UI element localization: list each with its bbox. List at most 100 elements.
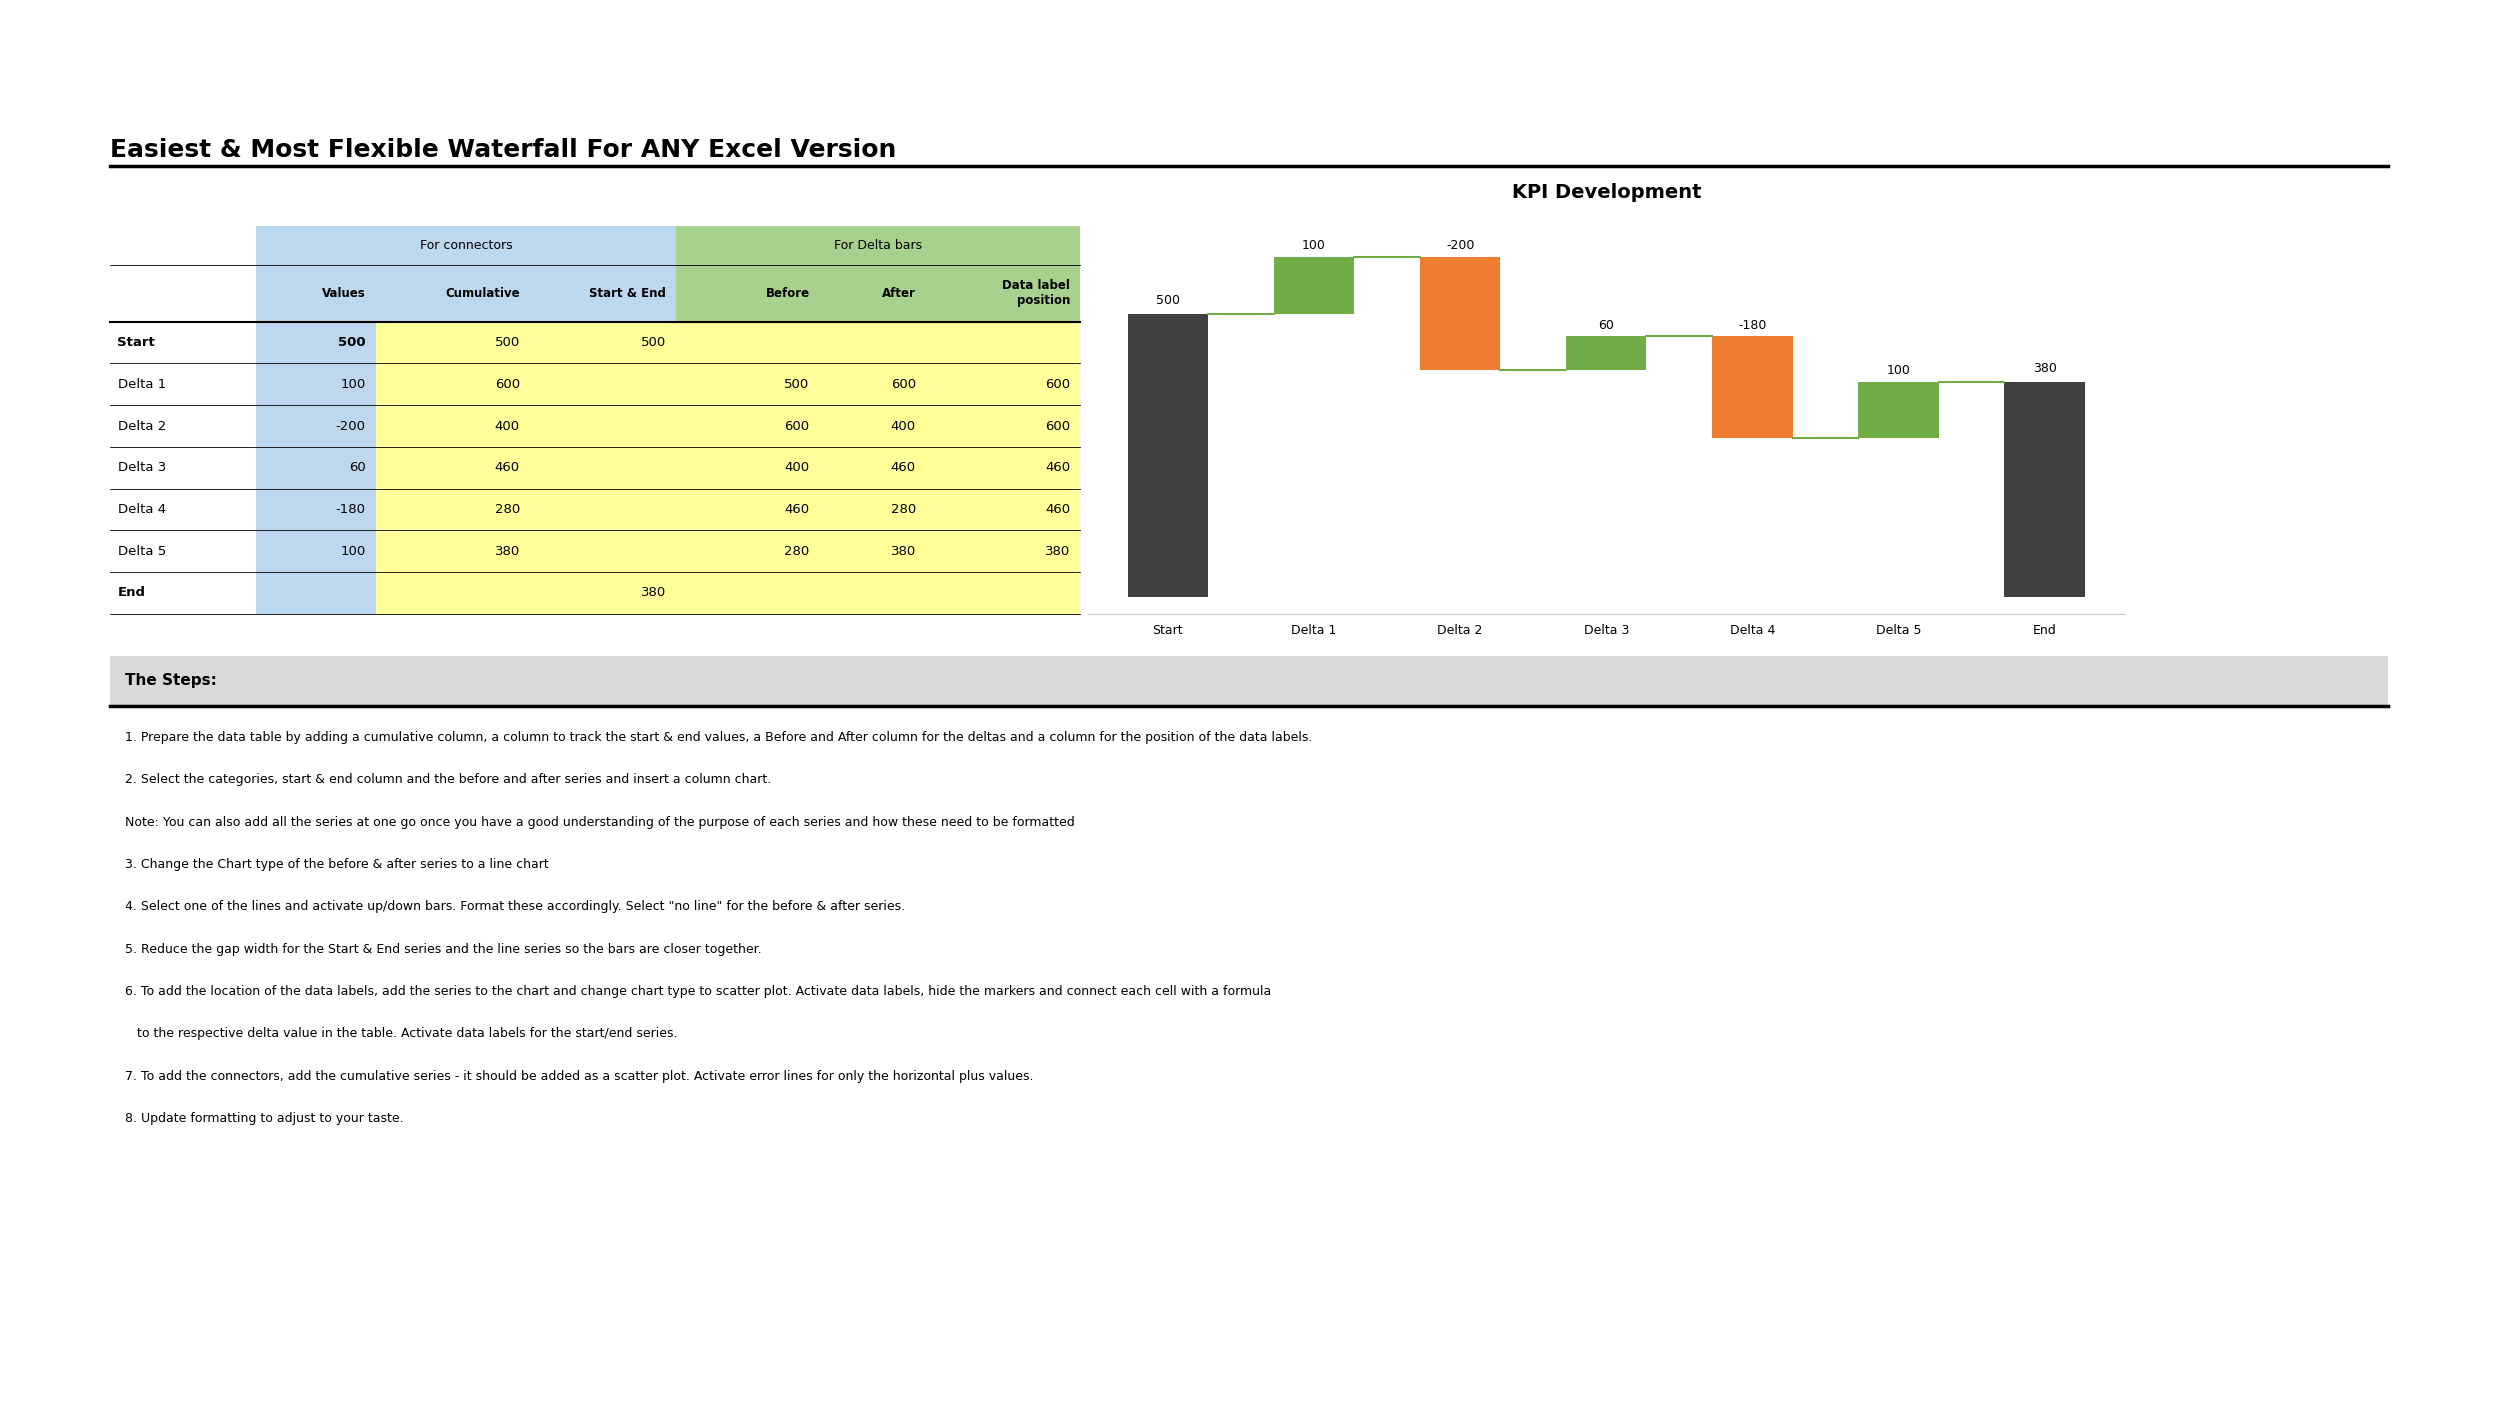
Bar (255, 447, 375, 488)
Text: Data label
position: Data label position (1003, 279, 1070, 308)
Bar (530, 265, 675, 322)
Bar (675, 447, 820, 488)
Bar (530, 571, 675, 614)
Bar (1565, 336, 1648, 370)
Bar (675, 265, 820, 322)
Bar (375, 571, 530, 614)
Text: 400: 400 (495, 419, 520, 433)
Bar (255, 571, 375, 614)
Text: Note: You can also add all the series at one go once you have a good understandi: Note: You can also add all the series at… (125, 816, 1075, 828)
Text: 500: 500 (338, 336, 365, 349)
Bar (1858, 381, 1938, 439)
Text: Delta 5: Delta 5 (118, 545, 165, 557)
Bar (925, 322, 1080, 364)
Bar (1713, 336, 1792, 439)
Bar (530, 322, 675, 364)
Bar (375, 531, 530, 571)
Text: Easiest & Most Flexible Waterfall For ANY Excel Version: Easiest & Most Flexible Waterfall For AN… (110, 138, 898, 162)
Text: 100: 100 (340, 545, 365, 557)
Bar (375, 364, 530, 405)
Text: 400: 400 (890, 419, 915, 433)
Text: 100: 100 (1888, 364, 1910, 377)
Text: Before: Before (765, 286, 810, 301)
Text: 280: 280 (785, 545, 810, 557)
Bar (530, 405, 675, 447)
Bar (530, 531, 675, 571)
Bar (820, 364, 925, 405)
Bar (530, 364, 675, 405)
Text: Delta 2: Delta 2 (118, 419, 165, 433)
Bar (255, 405, 375, 447)
Text: Delta 4: Delta 4 (118, 502, 165, 516)
Text: Delta 1: Delta 1 (118, 378, 165, 391)
Text: 7. To add the connectors, add the cumulative series - it should be added as a sc: 7. To add the connectors, add the cumula… (125, 1070, 1032, 1082)
Bar (925, 447, 1080, 488)
Text: 460: 460 (495, 461, 520, 474)
Bar (1275, 257, 1355, 313)
Bar (820, 531, 925, 571)
Text: -180: -180 (335, 502, 365, 516)
Text: 4. Select one of the lines and activate up/down bars. Format these accordingly. : 4. Select one of the lines and activate … (125, 900, 905, 913)
Bar (820, 265, 925, 322)
Bar (530, 488, 675, 531)
Bar (255, 364, 375, 405)
Text: 460: 460 (890, 461, 915, 474)
Bar (375, 322, 530, 364)
Text: 380: 380 (640, 587, 665, 600)
Text: 5. Reduce the gap width for the Start & End series and the line series so the ba: 5. Reduce the gap width for the Start & … (125, 943, 762, 955)
Text: 60: 60 (1598, 319, 1615, 332)
Bar (110, 656, 2388, 706)
Text: End: End (118, 587, 145, 600)
Bar (925, 405, 1080, 447)
Text: to the respective delta value in the table. Activate data labels for the start/e: to the respective delta value in the tab… (125, 1027, 678, 1040)
Bar (530, 447, 675, 488)
Text: 600: 600 (1045, 419, 1070, 433)
Bar (675, 571, 820, 614)
Bar (1128, 313, 1208, 597)
Text: After: After (882, 286, 915, 301)
Text: The Steps:: The Steps: (125, 673, 217, 689)
Bar (675, 531, 820, 571)
Bar (255, 322, 375, 364)
Bar (820, 447, 925, 488)
Bar (925, 531, 1080, 571)
Bar (255, 531, 375, 571)
Text: Start & End: Start & End (590, 286, 665, 301)
Bar (375, 488, 530, 531)
Text: 460: 460 (1045, 502, 1070, 516)
Text: 600: 600 (890, 378, 915, 391)
Text: 500: 500 (495, 336, 520, 349)
Bar (375, 265, 530, 322)
Text: 6. To add the location of the data labels, add the series to the chart and chang: 6. To add the location of the data label… (125, 985, 1272, 998)
Text: Start: Start (118, 336, 155, 349)
Text: 60: 60 (350, 461, 365, 474)
Bar (375, 405, 530, 447)
Bar (375, 447, 530, 488)
Text: 500: 500 (640, 336, 665, 349)
Text: Values: Values (322, 286, 365, 301)
Text: 3. Change the Chart type of the before & after series to a line chart: 3. Change the Chart type of the before &… (125, 858, 550, 871)
Bar (820, 571, 925, 614)
Bar (2005, 381, 2085, 597)
Text: For connectors: For connectors (420, 238, 512, 253)
Text: For Delta bars: For Delta bars (835, 238, 922, 253)
Text: 600: 600 (1045, 378, 1070, 391)
Bar (820, 322, 925, 364)
Bar (675, 226, 1080, 265)
Text: Delta 3: Delta 3 (118, 461, 165, 474)
Text: 280: 280 (890, 502, 915, 516)
Text: 280: 280 (495, 502, 520, 516)
Text: 8. Update formatting to adjust to your taste.: 8. Update formatting to adjust to your t… (125, 1112, 402, 1125)
Text: 380: 380 (495, 545, 520, 557)
Text: 500: 500 (785, 378, 810, 391)
Text: 380: 380 (890, 545, 915, 557)
Bar (1420, 257, 1500, 370)
Text: 100: 100 (340, 378, 365, 391)
Text: 600: 600 (785, 419, 810, 433)
Bar (925, 488, 1080, 531)
Text: 460: 460 (785, 502, 810, 516)
Text: 380: 380 (1045, 545, 1070, 557)
Bar (925, 265, 1080, 322)
Text: 600: 600 (495, 378, 520, 391)
Text: 400: 400 (785, 461, 810, 474)
